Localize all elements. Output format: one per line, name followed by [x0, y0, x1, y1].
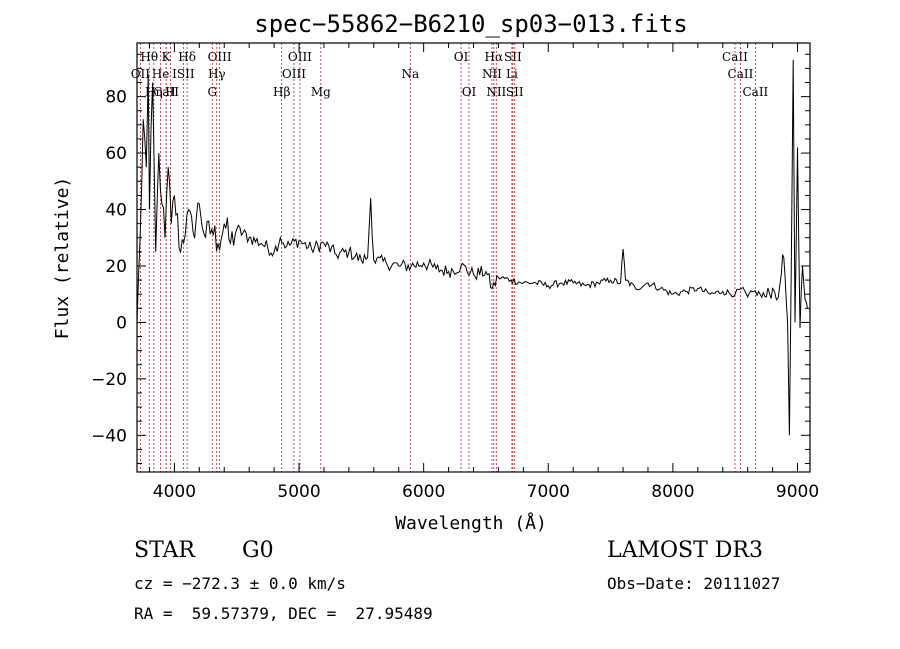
- line-label: SII: [506, 85, 524, 99]
- redshift-cz: cz = −272.3 ± 0.0 km/s: [134, 574, 346, 593]
- observation-date: Obs−Date: 20111027: [607, 574, 781, 593]
- object-subclass: G0: [242, 538, 274, 563]
- line-label: Hθ: [140, 50, 158, 64]
- x-tick-label: 8000: [651, 482, 694, 502]
- line-label: CaII: [722, 50, 748, 64]
- line-label: Mg: [311, 85, 331, 99]
- line-label: He: [152, 67, 170, 81]
- line-label: OIII: [282, 67, 306, 81]
- line-label: Li: [506, 67, 518, 81]
- y-tick-label: 0: [116, 313, 127, 333]
- line-label: NII: [482, 67, 502, 81]
- x-tick-label: 5000: [277, 482, 320, 502]
- plot-frame: [136, 42, 811, 473]
- survey-name: LAMOST DR3: [607, 538, 763, 563]
- line-label: OI: [462, 85, 477, 99]
- x-tick-label: 7000: [527, 482, 570, 502]
- line-label: H: [165, 85, 175, 99]
- line-label: Hγ: [208, 67, 226, 81]
- line-label: CaII: [728, 67, 754, 81]
- x-tick-label: 9000: [776, 482, 819, 502]
- line-label: G: [207, 85, 217, 99]
- axes: 4000 5000 6000 7000 8000 9000 −40 −20 0 20 40 60 80: [91, 43, 819, 502]
- x-tick-label: 4000: [153, 482, 196, 502]
- line-label: OI: [454, 50, 469, 64]
- y-tick-label: −40: [91, 426, 127, 446]
- line-label: Hδ: [178, 50, 196, 64]
- line-label: Na: [401, 67, 419, 81]
- coordinates: RA = 59.57379, DEC = 27.95489: [134, 604, 433, 623]
- line-label: ISII: [172, 67, 195, 81]
- line-label: SII: [504, 50, 522, 64]
- y-tick-label: 20: [105, 257, 127, 277]
- chart-title: spec−55862−B6210_sp03−013.fits: [254, 10, 687, 38]
- line-label: OIII: [208, 50, 232, 64]
- x-tick-label: 6000: [402, 482, 445, 502]
- line-label: Hβ: [273, 85, 290, 99]
- spectrum-line: [136, 59, 808, 436]
- y-axis-label: Flux (relative): [52, 177, 73, 340]
- object-class: STAR: [134, 538, 195, 563]
- x-axis-label: Wavelength (Å): [395, 512, 547, 534]
- y-tick-label: 80: [105, 88, 127, 108]
- spectrum-series: [136, 59, 808, 436]
- line-label: K: [162, 50, 172, 64]
- line-label: NII: [486, 85, 506, 99]
- line-label: OIII: [288, 50, 312, 64]
- line-label: CaII: [742, 85, 768, 99]
- line-label: OII: [131, 67, 151, 81]
- y-tick-label: 60: [105, 144, 127, 164]
- y-tick-label: −20: [91, 370, 127, 390]
- line-label: Hα: [485, 50, 504, 64]
- y-tick-label: 40: [105, 201, 127, 221]
- line-label: Hη: [145, 85, 163, 99]
